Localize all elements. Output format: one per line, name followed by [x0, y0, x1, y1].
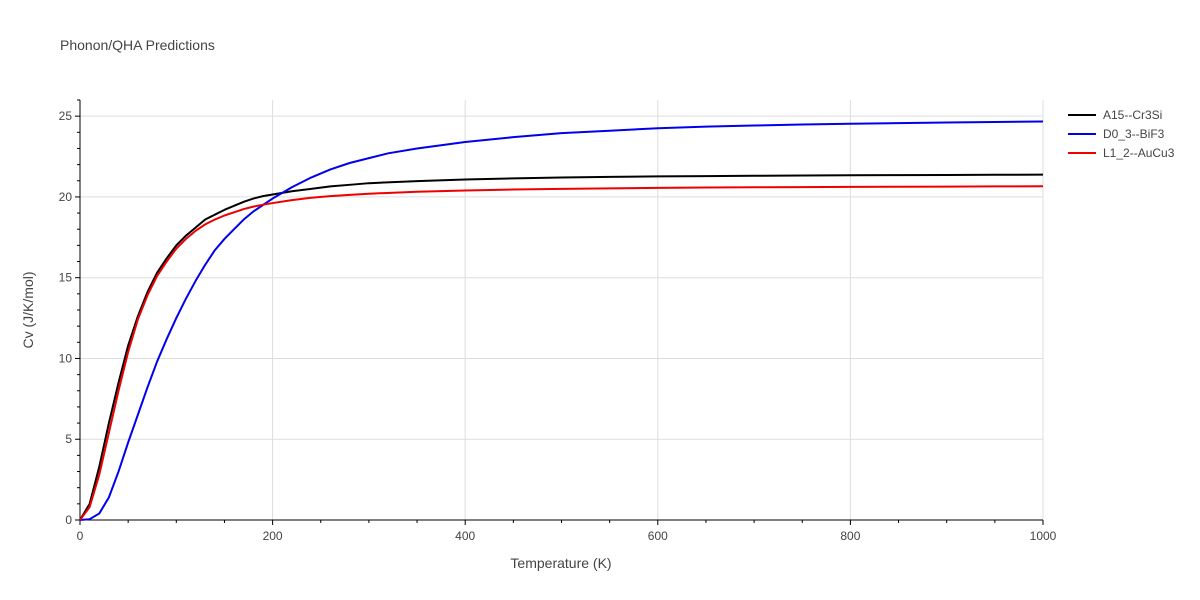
series-line-3: [79, 185, 1044, 521]
y-tick-label: 0: [65, 513, 72, 527]
legend-label: L1_2--AuCu3: [1103, 146, 1175, 160]
y-axis-title: Cv (J/K/mol): [20, 272, 36, 349]
x-tick-label: 0: [77, 529, 84, 543]
series-line-2: [79, 120, 1044, 521]
series-line-1: [79, 173, 1044, 521]
legend: A15--Cr3Si D0_3--BiF3 L1_2--AuCu3: [1068, 108, 1175, 160]
x-tick-label: 400: [455, 529, 475, 543]
x-tick-label: 600: [648, 529, 668, 543]
x-axis-title: Temperature (K): [510, 555, 611, 571]
y-tick-label: 15: [59, 271, 73, 285]
chart-title: Phonon/QHA Predictions: [60, 37, 215, 53]
y-tick-label: 10: [59, 351, 73, 365]
axes: [75, 99, 1044, 525]
legend-label: A15--Cr3Si: [1103, 108, 1162, 122]
y-tick-labels: 0 5 10 15 20 25: [59, 109, 73, 527]
y-tick-label: 20: [59, 190, 73, 204]
legend-label: D0_3--BiF3: [1103, 127, 1165, 141]
grid-lines: [80, 100, 1044, 520]
y-tick-label: 25: [59, 109, 73, 123]
x-tick-label: 1000: [1030, 529, 1057, 543]
x-tick-label: 800: [840, 529, 860, 543]
series-lines: [79, 120, 1044, 521]
y-tick-label: 5: [65, 432, 72, 446]
x-tick-labels: 0 200 400 600 800 1000: [77, 529, 1057, 543]
x-tick-label: 200: [263, 529, 283, 543]
